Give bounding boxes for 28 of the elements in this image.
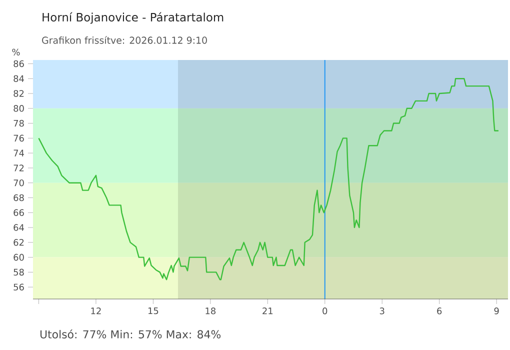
y-tick-label: 68 xyxy=(14,194,24,202)
y-tick-label: 78 xyxy=(14,120,24,127)
y-tick-label: 82 xyxy=(14,90,24,97)
y-tick-label: 84 xyxy=(14,75,24,82)
chart-title: Horní Bojanovice - Páratartalom xyxy=(42,12,224,24)
y-tick-label: 76 xyxy=(14,134,24,142)
y-tick-label: 64 xyxy=(14,224,24,231)
x-tick-label: 15 xyxy=(148,308,158,314)
y-axis-title: % xyxy=(12,48,20,56)
text: Utolsó: 77% Min: 57% Max: 84% xyxy=(40,330,221,338)
x-tick-label: 3 xyxy=(380,308,384,314)
x-tick-label: 18 xyxy=(206,308,216,314)
y-tick-label: 72 xyxy=(14,164,24,172)
x-tick-label: 9 xyxy=(494,308,499,314)
y-tick-label: 86 xyxy=(14,60,24,68)
y-tick-label: 74 xyxy=(14,150,24,156)
x-tick-label: 6 xyxy=(437,308,442,314)
y-tick-label: 80 xyxy=(14,105,24,112)
y-tick-label: 62 xyxy=(14,239,24,246)
x-tick-label: 12 xyxy=(91,308,101,314)
y-tick-label: 56 xyxy=(14,284,24,290)
y-tick-label: 70 xyxy=(14,179,24,186)
chart-subtitle: Grafikon frissítve: 2026.01.12 9:10 xyxy=(42,36,207,44)
y-tick-label: 66 xyxy=(14,209,24,216)
y-tick-label: 60 xyxy=(14,254,24,261)
x-tick-label: 21 xyxy=(262,308,273,314)
x-tick-label: 0 xyxy=(322,308,328,314)
y-tick-label: 58 xyxy=(14,268,24,276)
